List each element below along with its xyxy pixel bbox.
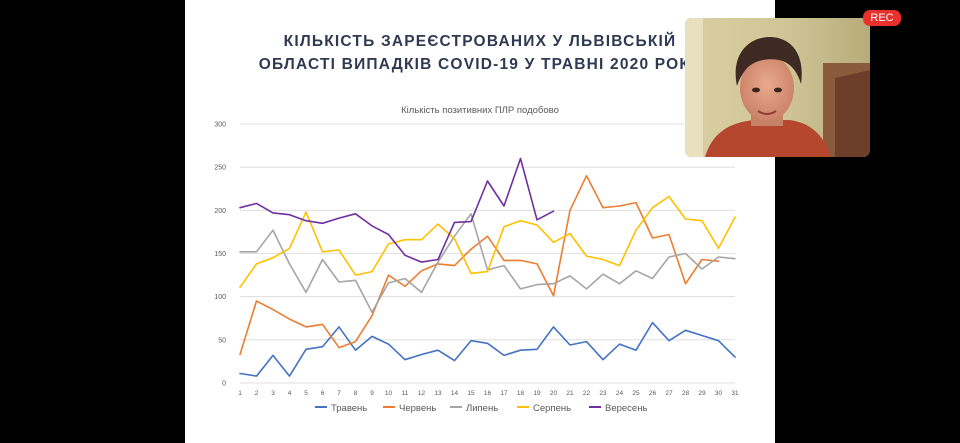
x-tick-label: 14: [451, 390, 459, 397]
participant-video-tile[interactable]: [685, 18, 870, 157]
y-tick-label: 200: [214, 208, 226, 215]
x-tick-label: 6: [321, 390, 325, 397]
x-tick-label: 12: [418, 390, 426, 397]
y-tick-label: 150: [214, 251, 226, 258]
series-line-4: [239, 195, 736, 288]
legend-label: Червень: [399, 403, 436, 414]
x-tick-label: 26: [649, 390, 657, 397]
legend-label: Вересень: [605, 403, 647, 414]
x-tick-label: 27: [665, 390, 673, 397]
chart-gridlines: [240, 123, 735, 384]
y-tick-label: 50: [218, 337, 226, 344]
x-tick-label: 15: [467, 390, 475, 397]
x-tick-label: 21: [566, 390, 574, 397]
x-tick-label: 23: [599, 390, 607, 397]
x-tick-label: 17: [500, 390, 508, 397]
slide-title-line-1: КІЛЬКІСТЬ ЗАРЕЄСТРОВАНИХ У ЛЬВІВСЬКІЙ: [283, 33, 677, 50]
x-tick-label: 22: [583, 390, 591, 397]
y-tick-label: 300: [214, 122, 226, 129]
x-tick-label: 4: [288, 390, 292, 397]
slide-title-line-2: ОБЛАСТІ ВИПАДКІВ COVID-19 У ТРАВНІ 2020 …: [258, 56, 702, 73]
legend-label: Травень: [331, 403, 367, 414]
x-tick-label: 9: [370, 390, 374, 397]
x-tick-label: 2: [255, 390, 259, 397]
presentation-slide: КІЛЬКІСТЬ ЗАРЕЄСТРОВАНИХ У ЛЬВІВСЬКІЙ ОБ…: [185, 0, 775, 443]
x-tick-label: 3: [271, 390, 275, 397]
x-tick-label: 11: [402, 390, 409, 397]
series-line-5: [239, 157, 555, 263]
x-tick-label: 28: [682, 390, 690, 397]
chart-series: [239, 157, 736, 377]
chart-legend: Травень Червень Липень Серпень Вересень: [315, 403, 647, 414]
x-tick-label: 20: [550, 390, 558, 397]
slide-title: КІЛЬКІСТЬ ЗАРЕЄСТРОВАНИХ У ЛЬВІВСЬКІЙ ОБ…: [185, 30, 775, 76]
y-tick-label: 100: [214, 294, 226, 301]
x-tick-label: 5: [304, 390, 308, 397]
presenter-video-image: [685, 18, 870, 157]
x-tick-label: 29: [698, 390, 706, 397]
x-tick-label: 13: [434, 390, 442, 397]
legend-label: Серпень: [533, 403, 571, 414]
x-tick-label: 1: [238, 390, 242, 397]
x-tick-label: 24: [616, 390, 624, 397]
y-tick-label: 0: [222, 381, 226, 388]
chart-title: Кількість позитивних ПЛР подобово: [401, 105, 559, 116]
x-tick-label: 8: [354, 390, 358, 397]
y-tick-label: 250: [214, 165, 226, 172]
x-tick-label: 25: [632, 390, 640, 397]
line-chart: Кількість позитивних ПЛР подобово 0 50 100…: [214, 105, 739, 414]
x-tick-label: 18: [517, 390, 525, 397]
x-tick-label: 19: [533, 390, 541, 397]
x-tick-label: 10: [385, 390, 393, 397]
legend-label: Липень: [466, 403, 498, 414]
x-tick-label: 7: [337, 390, 341, 397]
x-tick-label: 30: [715, 390, 723, 397]
x-tick-label: 16: [484, 390, 492, 397]
series-line-3: [239, 213, 736, 313]
recording-indicator: REC: [863, 10, 901, 26]
x-tick-label: 31: [731, 390, 739, 397]
series-line-1: [239, 321, 736, 377]
